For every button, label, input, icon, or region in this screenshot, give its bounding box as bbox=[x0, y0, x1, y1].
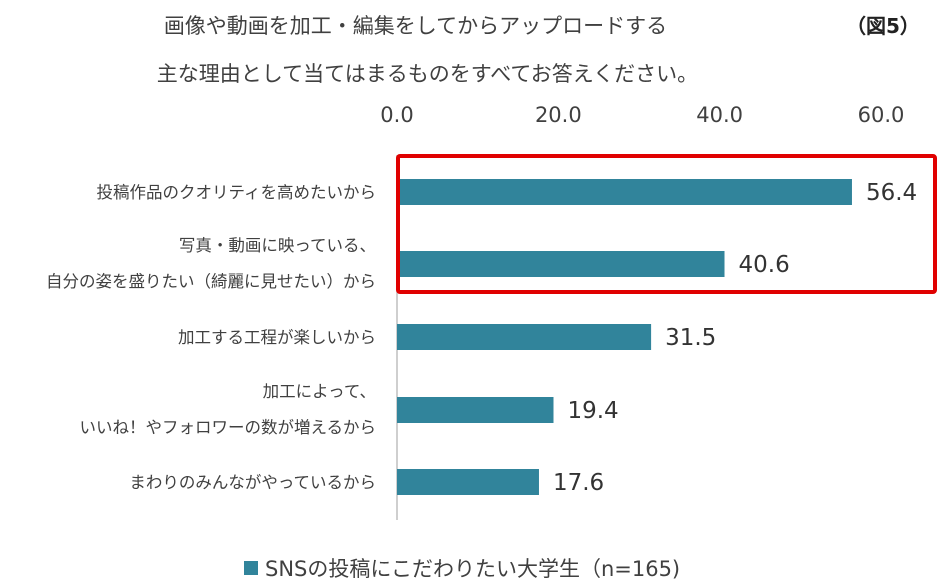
category-label: 写真・動画に映っている、 bbox=[179, 236, 376, 255]
data-label: 31.5 bbox=[665, 325, 716, 351]
category-label: まわりのみんながやっているから bbox=[129, 473, 376, 492]
chart-subtitle: 主な理由として当てはまるものをすべてお答えください。 bbox=[156, 62, 699, 86]
x-tick-label: 20.0 bbox=[535, 103, 582, 127]
data-label: 40.6 bbox=[739, 252, 790, 278]
bar bbox=[397, 251, 725, 277]
data-label: 56.4 bbox=[866, 180, 917, 206]
bar bbox=[397, 179, 852, 205]
category-label: 加工する工程が楽しいから bbox=[178, 328, 376, 347]
legend: SNSの投稿にこだわりたい大学生（n=165) bbox=[244, 553, 680, 583]
legend-swatch bbox=[244, 561, 258, 575]
category-label: 加工によって、 bbox=[263, 382, 376, 401]
data-label: 17.6 bbox=[553, 470, 604, 496]
x-tick-label: 0.0 bbox=[380, 103, 413, 127]
bar bbox=[397, 469, 539, 495]
bar bbox=[397, 397, 554, 423]
chart-title: 画像や動画を加工・編集をしてからアップロードする bbox=[163, 14, 668, 38]
legend-label: SNSの投稿にこだわりたい大学生（n=165) bbox=[265, 557, 681, 581]
figure-label: （図5） bbox=[846, 14, 920, 38]
category-label: 投稿作品のクオリティを高めたいから bbox=[96, 183, 376, 202]
category-label: 自分の姿を盛りたい（綺麗に見せたい）から bbox=[46, 272, 376, 291]
x-tick-label: 40.0 bbox=[696, 103, 743, 127]
category-label: いいね！やフォロワーの数が増えるから bbox=[79, 418, 376, 437]
highlight-box bbox=[396, 154, 937, 294]
x-tick-label: 60.0 bbox=[858, 103, 905, 127]
bar bbox=[397, 324, 652, 350]
data-label: 19.4 bbox=[567, 398, 618, 424]
